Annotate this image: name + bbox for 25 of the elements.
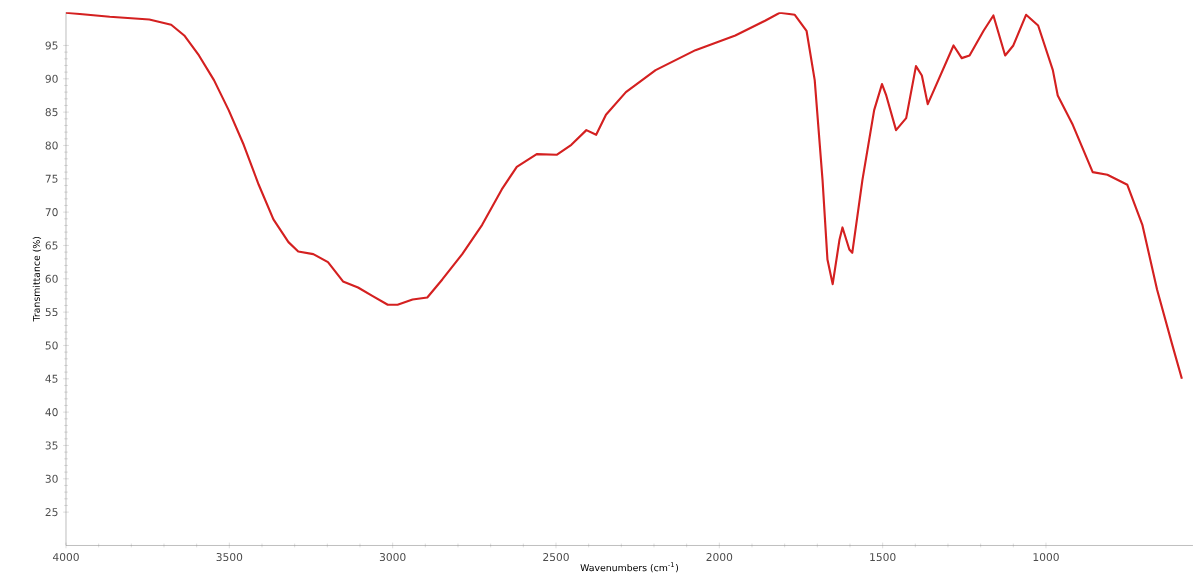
y-tick-label: 80: [45, 141, 58, 150]
x-tick-label: 3000: [379, 553, 406, 562]
x-axis-title: Wavenumbers (cm$^{-1}$): [580, 562, 679, 573]
x-tick-label: 1500: [870, 553, 896, 562]
y-tick-label: 70: [45, 208, 58, 217]
x-tick-label: 2000: [706, 553, 733, 562]
y-tick-label: 25: [45, 508, 58, 517]
y-tick-label: 95: [45, 41, 58, 50]
y-tick-label: 40: [45, 408, 58, 417]
y-tick-label: 45: [45, 374, 58, 383]
y-tick-label: 50: [45, 341, 58, 350]
x-tick-label: 4000: [52, 553, 79, 562]
y-tick-label: 65: [45, 241, 58, 250]
x-tick-label: 2500: [543, 553, 569, 562]
y-tick-label: 90: [45, 74, 58, 83]
y-axis-title: Transmittance (%): [32, 236, 42, 322]
y-tick-label: 75: [45, 174, 58, 183]
line-series: [66, 12, 1183, 380]
x-tick-label: 3500: [216, 553, 243, 562]
y-tick-label: 85: [45, 108, 58, 117]
y-tick-label: 35: [45, 441, 58, 450]
y-tick-label: 55: [45, 308, 58, 317]
x-tick-label: 1000: [1033, 553, 1059, 562]
y-tick-label: 30: [45, 474, 58, 483]
y-tick-label: 60: [45, 274, 58, 283]
